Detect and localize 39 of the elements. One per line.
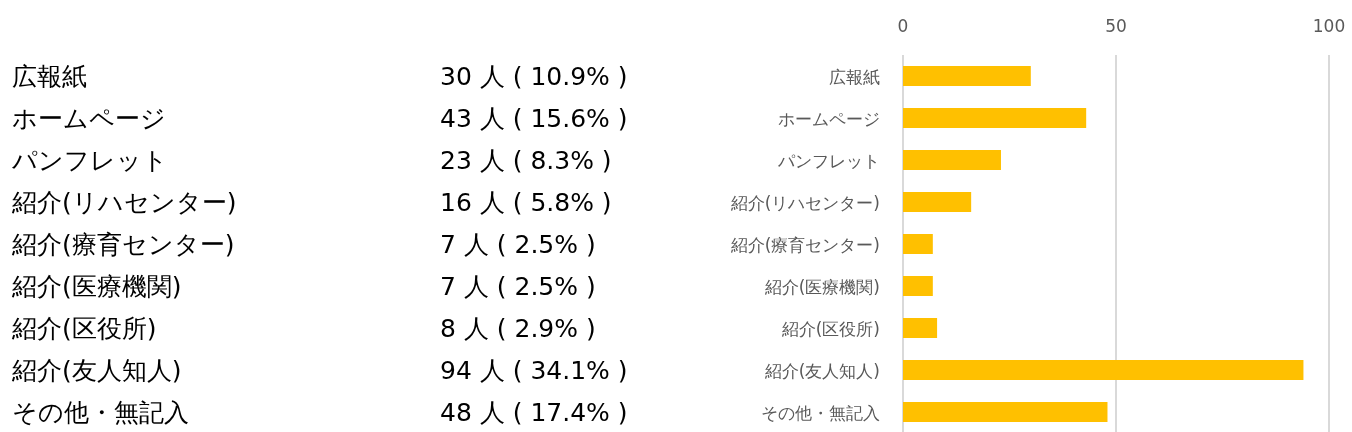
y-tick-label: パンフレット xyxy=(777,151,880,171)
text: 7 人 ( 2.5% ) xyxy=(440,230,596,259)
bar xyxy=(903,234,933,254)
bar xyxy=(903,360,1304,380)
text: パンフレット xyxy=(11,146,168,175)
text: 16 人 ( 5.8% ) xyxy=(440,188,612,217)
text: 43 人 ( 15.6% ) xyxy=(440,104,628,133)
y-tick-label: その他・無記入 xyxy=(761,403,880,423)
bar xyxy=(903,108,1087,128)
y-tick-label: 紹介(友人知人) xyxy=(763,361,880,381)
bar xyxy=(903,276,933,296)
bar xyxy=(903,402,1108,422)
text: ホームページ xyxy=(12,104,166,133)
y-tick-label: 紹介(区役所) xyxy=(780,319,880,339)
x-tick-label: 50 xyxy=(1105,16,1127,36)
text: 紹介(医療機関) xyxy=(11,272,182,301)
text: 48 人 ( 17.4% ) xyxy=(440,398,628,427)
text: 紹介(リハセンター) xyxy=(11,188,237,217)
y-tick-label: 紹介(医療機関) xyxy=(763,277,880,297)
x-tick-label: 100 xyxy=(1312,16,1346,36)
text: 7 人 ( 2.5% ) xyxy=(440,272,596,301)
x-tick-label: 0 xyxy=(897,16,909,36)
y-tick-label: 広報紙 xyxy=(829,67,880,87)
text: その他・無記入 xyxy=(12,398,189,427)
bar xyxy=(903,66,1031,86)
text: 94 人 ( 34.1% ) xyxy=(440,356,628,385)
text: 紹介(友人知人) xyxy=(11,356,182,385)
y-tick-label: ホームページ xyxy=(778,109,880,129)
y-tick-label: 紹介(リハセンター) xyxy=(729,193,880,213)
text: 紹介(区役所) xyxy=(11,314,157,343)
text: 広報紙 xyxy=(12,62,87,91)
text: 23 人 ( 8.3% ) xyxy=(440,146,612,175)
y-tick-label: 紹介(療育センター) xyxy=(729,235,880,255)
text: 8 人 ( 2.9% ) xyxy=(440,314,596,343)
text: 30 人 ( 10.9% ) xyxy=(440,62,628,91)
bar xyxy=(903,318,938,338)
text: 紹介(療育センター) xyxy=(11,230,235,259)
bar xyxy=(903,150,1001,170)
bar xyxy=(903,192,972,212)
